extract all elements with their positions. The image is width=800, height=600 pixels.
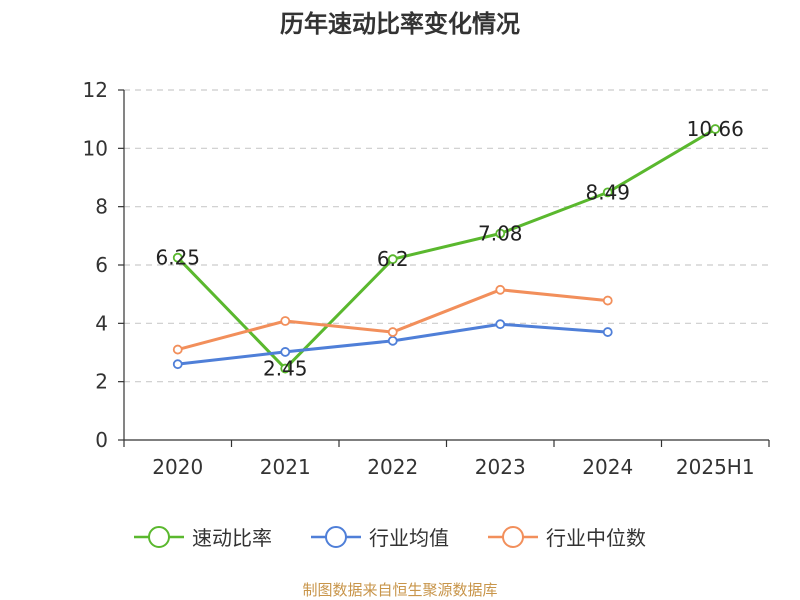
data-label: 7.08 — [478, 222, 523, 246]
legend[interactable]: 速动比率 行业均值 行业中位数 — [134, 526, 646, 550]
data-labels: 6.25 2.45 6.2 7.08 8.49 10.66 — [155, 117, 743, 380]
y-tick-label: 2 — [95, 370, 108, 394]
data-point — [172, 359, 183, 370]
data-label: 6.2 — [377, 247, 409, 271]
legend-label: 行业均值 — [369, 526, 449, 550]
x-tick-label: 2021 — [260, 455, 311, 479]
y-tick-label: 4 — [95, 311, 108, 335]
y-tick-label: 6 — [95, 253, 108, 277]
data-point — [495, 319, 506, 330]
data-label: 2.45 — [263, 357, 308, 381]
legend-marker — [148, 526, 170, 548]
legend-label: 速动比率 — [192, 526, 272, 550]
data-point — [387, 327, 398, 337]
data-point — [602, 295, 613, 306]
data-point — [495, 284, 506, 295]
data-point — [280, 316, 291, 326]
legend-item[interactable]: 行业中位数 — [488, 526, 646, 550]
legend-item[interactable]: 速动比率 — [134, 526, 272, 550]
legend-marker — [325, 526, 347, 548]
x-tick-label: 2024 — [582, 455, 633, 479]
data-label: 10.66 — [687, 117, 744, 141]
grid — [124, 89, 769, 383]
data-label: 6.25 — [155, 246, 200, 270]
legend-item[interactable]: 行业均值 — [311, 526, 449, 550]
axes: 0 2 4 6 8 10 12 2020 2021 2022 2023 2024 2025H1 — [83, 78, 770, 479]
y-tick-label: 8 — [95, 195, 108, 219]
x-tick-label: 2020 — [152, 455, 203, 479]
legend-label: 行业中位数 — [546, 526, 646, 550]
data-point — [280, 347, 291, 357]
data-point — [602, 187, 613, 198]
data-point — [387, 254, 398, 265]
data-point — [172, 252, 183, 263]
data-source-note: 制图数据来自恒生聚源数据库 — [302, 581, 497, 599]
data-point — [602, 327, 613, 337]
data-label: 8.49 — [585, 180, 630, 204]
series-layer — [172, 124, 721, 374]
data-point — [172, 344, 183, 355]
y-tick-label: 0 — [95, 428, 108, 452]
x-tick-label: 2025H1 — [676, 455, 755, 479]
x-tick-label: 2023 — [475, 455, 526, 479]
data-point — [280, 363, 291, 374]
legend-marker — [502, 526, 524, 548]
data-point — [387, 335, 398, 346]
data-point — [495, 228, 506, 239]
series-line-1 — [176, 127, 717, 371]
y-tick-label: 10 — [83, 136, 108, 160]
y-tick-label: 12 — [83, 78, 108, 102]
x-tick-label: 2022 — [367, 455, 418, 479]
data-point — [710, 124, 721, 134]
chart-title: 历年速动比率变化情况 — [280, 10, 520, 38]
